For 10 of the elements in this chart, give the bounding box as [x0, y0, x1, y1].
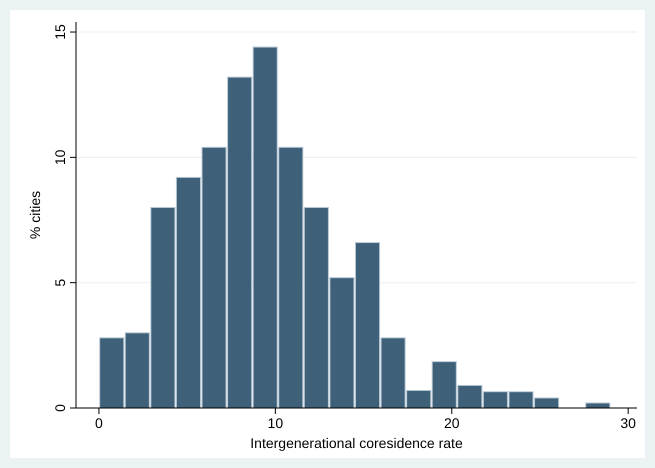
x-axis-title: Intergenerational coresidence rate	[250, 435, 463, 451]
y-axis-title: % cities	[27, 190, 43, 240]
x-tick-label: 20	[444, 415, 460, 431]
y-tick-label: 10	[52, 149, 68, 166]
y-tick-label: 5	[52, 278, 68, 287]
x-tick-label: 30	[620, 415, 636, 431]
x-tick-label: 10	[268, 415, 284, 431]
x-tick-label: 0	[95, 415, 104, 431]
y-tick-label: 0	[52, 404, 68, 412]
y-tick-label: 15	[52, 24, 68, 40]
